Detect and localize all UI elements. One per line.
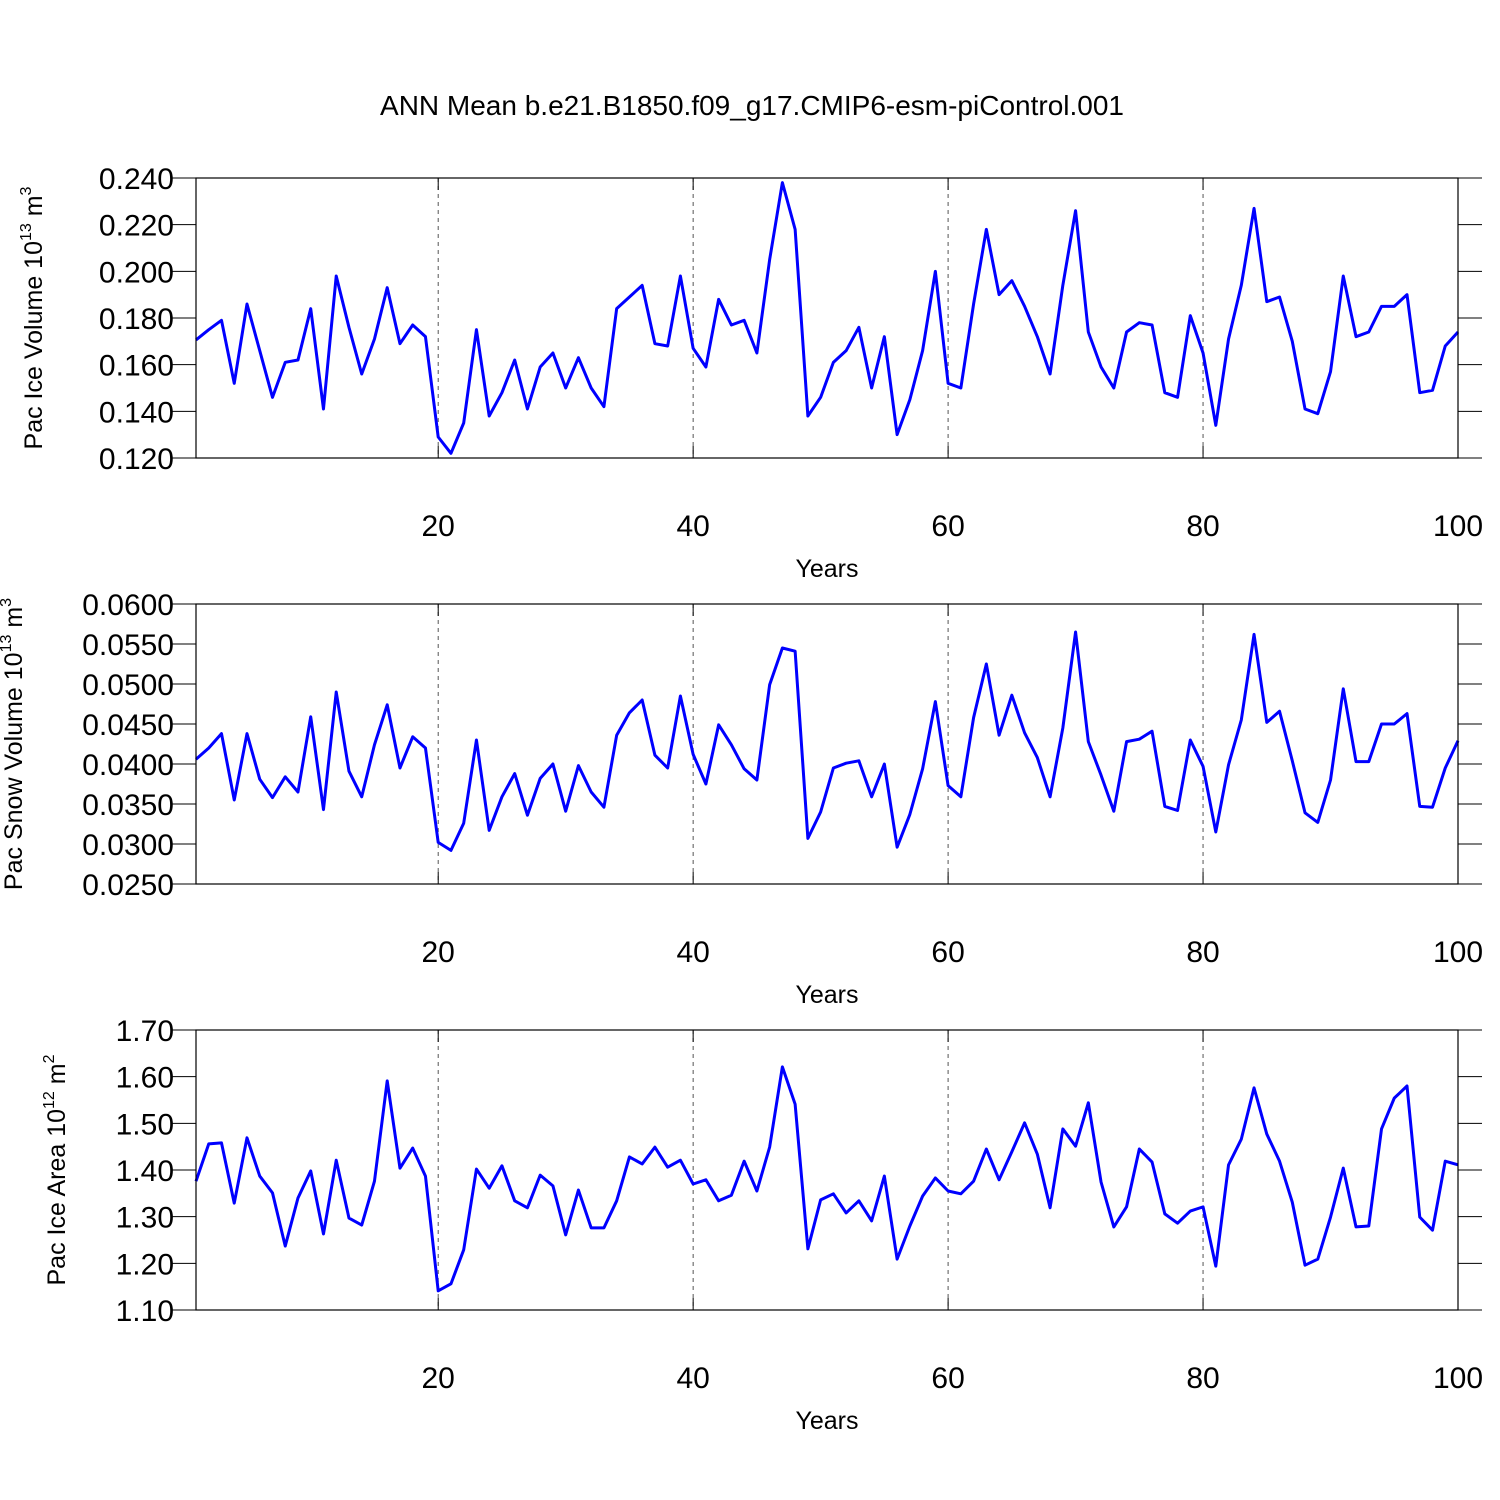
y-axis-label: Pac Snow Volume 1013 m3 xyxy=(0,598,28,890)
y-axis-label-superscript: 13 xyxy=(18,223,35,241)
figure-title: ANN Mean b.e21.B1850.f09_g17.CMIP6-esm-p… xyxy=(380,90,1124,121)
y-tick-label: 0.240 xyxy=(99,163,174,196)
x-axis-label: Years xyxy=(795,555,858,583)
x-tick-label: 80 xyxy=(1186,510,1219,543)
y-axis-label-part: Pac Ice Volume 10 xyxy=(20,241,48,449)
plot-frame xyxy=(195,603,1459,885)
y-tick-label: 1.70 xyxy=(116,1015,174,1048)
y-tick-label: 1.50 xyxy=(116,1108,174,1141)
y-tick-label: 0.0400 xyxy=(82,749,174,782)
x-axis-label: Years xyxy=(795,981,858,1009)
y-tick-label: 1.40 xyxy=(116,1155,174,1188)
x-tick-label: 40 xyxy=(676,936,709,969)
y-tick-label: 0.160 xyxy=(99,350,174,383)
y-tick-label: 0.180 xyxy=(99,303,174,336)
panel: 20 40 60 80 100 1.10 1.20 1.30 1.40 1.50 1.60 1.70 Y… xyxy=(41,1015,1483,1435)
x-tick-label: 100 xyxy=(1433,510,1483,543)
y-tick-label: 0.0500 xyxy=(82,669,174,702)
y-axis-label: Pac Ice Volume 1013 m3 xyxy=(18,186,48,449)
y-axis-label: Pac Ice Area 1012 m2 xyxy=(41,1054,71,1285)
x-tick-label: 60 xyxy=(931,510,964,543)
panel: 20 40 60 80 100 0.0250 0.0300 0.0350 0.0400 0.045… xyxy=(0,589,1483,1009)
x-tick-label: 60 xyxy=(931,936,964,969)
x-tick-label: 100 xyxy=(1433,936,1483,969)
y-tick-label: 1.20 xyxy=(116,1248,174,1281)
x-tick-label: 80 xyxy=(1186,1362,1219,1395)
y-axis-label-superscript: 12 xyxy=(41,1091,58,1109)
x-tick-label: 20 xyxy=(422,1362,455,1395)
x-tick-label: 20 xyxy=(422,936,455,969)
y-tick-label: 0.0450 xyxy=(82,709,174,742)
y-axis-label-part: m xyxy=(20,195,48,223)
y-axis-label-part: Pac Snow Volume 10 xyxy=(0,652,28,890)
y-axis-label-superscript: 3 xyxy=(0,598,15,607)
plot-frame xyxy=(195,1029,1459,1311)
x-tick-label: 40 xyxy=(676,510,709,543)
y-axis-label-part: Pac Ice Area 10 xyxy=(43,1109,71,1286)
y-axis-label-superscript: 13 xyxy=(0,635,15,653)
y-tick-label: 0.140 xyxy=(99,396,174,429)
panel: 20 40 60 80 100 0.120 0.140 0.160 0.180 0.200 0.22… xyxy=(18,163,1483,583)
data-line xyxy=(194,1065,1459,1293)
y-axis-label-part: m xyxy=(43,1063,71,1091)
x-tick-label: 40 xyxy=(676,1362,709,1395)
y-axis-label-superscript: 3 xyxy=(18,186,35,195)
y-tick-label: 1.30 xyxy=(116,1202,174,1235)
plot-frame xyxy=(195,177,1459,459)
y-tick-label: 0.0550 xyxy=(82,629,174,662)
x-tick-label: 80 xyxy=(1186,936,1219,969)
y-tick-label: 0.120 xyxy=(99,443,174,476)
y-tick-label: 0.0250 xyxy=(82,869,174,902)
y-tick-label: 1.60 xyxy=(116,1062,174,1095)
y-axis-label-superscript: 2 xyxy=(41,1054,58,1063)
x-tick-label: 100 xyxy=(1433,1362,1483,1395)
y-tick-label: 0.0350 xyxy=(82,789,174,822)
y-tick-label: 0.0300 xyxy=(82,829,174,862)
x-tick-label: 20 xyxy=(422,510,455,543)
x-axis-label: Years xyxy=(795,1407,858,1435)
y-tick-label: 1.10 xyxy=(116,1295,174,1328)
x-tick-label: 60 xyxy=(931,1362,964,1395)
y-tick-label: 0.220 xyxy=(99,210,174,243)
y-tick-label: 0.0600 xyxy=(82,589,174,622)
y-tick-label: 0.200 xyxy=(99,256,174,289)
data-line xyxy=(195,630,1460,852)
data-line xyxy=(195,181,1460,455)
y-axis-label-part: m xyxy=(0,607,28,635)
